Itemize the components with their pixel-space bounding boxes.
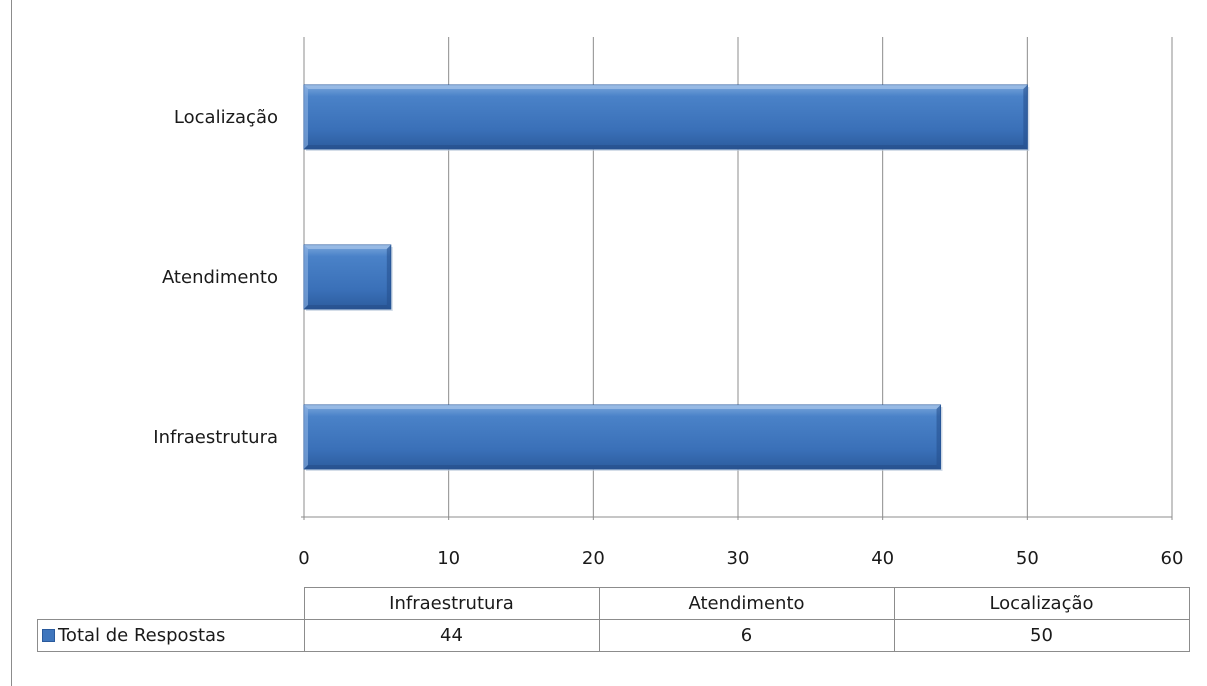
data-table-value-cell: 50	[893, 619, 1190, 652]
x-tick-label: 30	[727, 548, 750, 569]
data-table: Infraestrutura Atendimento Localização T…	[37, 587, 1190, 652]
x-tick-label: 0	[298, 548, 309, 569]
x-tick-label: 60	[1161, 548, 1184, 569]
x-tick-label: 20	[582, 548, 605, 569]
category-label: Infraestrutura	[153, 427, 278, 448]
bar	[303, 244, 393, 311]
x-tick-label: 10	[437, 548, 460, 569]
legend-key-icon	[42, 629, 55, 642]
bar	[303, 404, 943, 471]
x-tick-label: 40	[871, 548, 894, 569]
bars	[303, 84, 1030, 471]
data-table-value-cell: 44	[303, 619, 600, 652]
category-label: Atendimento	[162, 267, 278, 288]
data-table-header-cell: Localização	[893, 587, 1190, 620]
x-axis-tick-labels: 0 10 20 30 40 50 60	[298, 548, 1183, 569]
data-table-header-cell: Atendimento	[598, 587, 895, 620]
series-legend-cell: Total de Respostas	[37, 619, 305, 652]
bar	[303, 84, 1030, 151]
series-name: Total de Respostas	[58, 625, 226, 646]
data-table-row: Total de Respostas 44 6 50	[37, 619, 1190, 652]
category-labels: Infraestrutura Atendimento Localização	[153, 107, 278, 448]
frame-edge	[11, 0, 12, 686]
data-table-value-cell: 6	[598, 619, 895, 652]
data-table-header-row: Infraestrutura Atendimento Localização	[37, 587, 1190, 620]
x-tick-label: 50	[1016, 548, 1039, 569]
category-label: Localização	[174, 107, 278, 128]
data-table-header-cell: Infraestrutura	[303, 587, 600, 620]
